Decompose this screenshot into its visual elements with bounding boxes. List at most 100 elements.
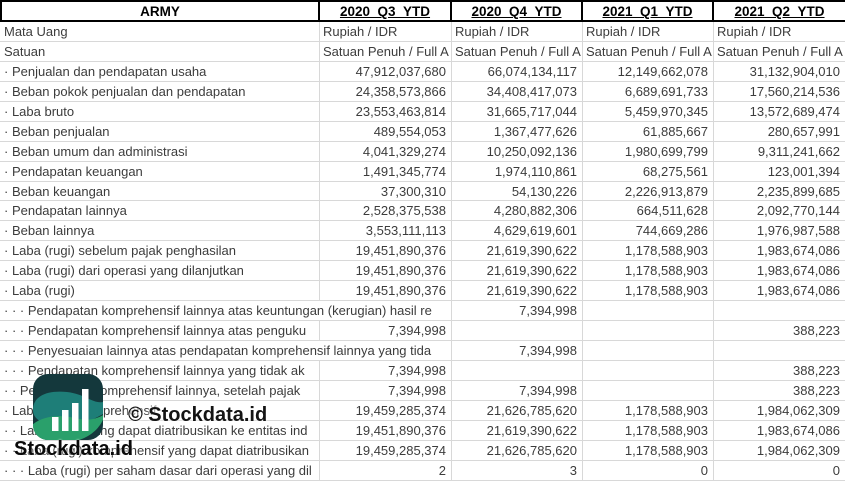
value-cell[interactable]: 19,451,890,376 [320, 261, 452, 281]
value-cell[interactable]: 0 [583, 460, 714, 480]
value-cell[interactable] [583, 341, 714, 360]
value-cell[interactable] [452, 360, 583, 380]
value-cell[interactable] [583, 321, 714, 340]
value-cell[interactable]: 664,511,628 [583, 201, 714, 221]
value-cell[interactable]: 2,226,913,879 [583, 181, 714, 201]
value-cell[interactable]: 3,553,111,113 [320, 221, 452, 241]
value-cell[interactable]: 61,885,667 [583, 121, 714, 141]
value-cell[interactable] [714, 301, 845, 320]
meta-value-cell[interactable]: Rupiah / IDR [583, 22, 714, 41]
row-label-cell[interactable]: · Pendapatan keuangan [0, 161, 320, 181]
value-cell[interactable]: 1,367,477,626 [452, 121, 583, 141]
value-cell[interactable]: 54,130,226 [452, 181, 583, 201]
value-cell[interactable]: 388,223 [793, 323, 840, 339]
value-cell[interactable]: 19,451,890,376 [320, 241, 452, 261]
value-cell[interactable]: 23,553,463,814 [320, 101, 452, 121]
value-cell[interactable]: 19,459,285,374 [320, 400, 452, 420]
value-cell[interactable]: 1,983,674,086 [756, 283, 840, 299]
meta-value-cell[interactable]: Rupiah / IDR [717, 24, 792, 39]
meta-value-cell[interactable]: Satuan Penuh / Full A [583, 41, 714, 61]
value-cell[interactable]: 21,626,785,620 [452, 400, 583, 420]
value-cell[interactable]: 1,178,588,903 [583, 281, 714, 301]
value-cell[interactable]: 1,178,588,903 [583, 241, 714, 261]
row-label-cell[interactable]: · Beban umum dan administrasi [0, 141, 320, 161]
value-cell[interactable]: 4,280,882,306 [452, 201, 583, 221]
meta-value-cell[interactable]: Rupiah / IDR [452, 22, 583, 41]
value-cell[interactable]: 7,394,998 [452, 341, 583, 360]
value-cell[interactable]: 1,983,674,086 [756, 243, 840, 259]
sheet-title[interactable]: ARMY [0, 2, 320, 20]
value-cell[interactable]: 3 [452, 460, 583, 480]
row-label-cell[interactable]: Satuan [0, 41, 320, 61]
value-cell[interactable]: 388,223 [793, 362, 840, 378]
row-label-cell[interactable]: · Beban penjualan [0, 121, 320, 141]
value-cell[interactable]: 489,554,053 [320, 121, 452, 141]
row-label-cell[interactable]: · Laba (rugi) [0, 281, 320, 301]
value-cell[interactable]: 21,619,390,622 [452, 420, 583, 440]
row-label-cell[interactable]: · · · Pendapatan komprehensif lainnya at… [0, 321, 320, 340]
row-label-cell[interactable]: · Laba (rugi) sebelum pajak penghasilan [0, 241, 320, 261]
value-cell[interactable] [583, 380, 714, 400]
value-cell[interactable]: 7,394,998 [320, 360, 452, 380]
row-label-cell[interactable]: · · · Pendapatan komprehensif lainnya at… [0, 301, 452, 321]
value-cell[interactable]: 744,669,286 [583, 221, 714, 241]
value-cell[interactable]: 21,626,785,620 [452, 440, 583, 460]
meta-value-cell[interactable]: Satuan Penuh / Full A [452, 41, 583, 61]
value-cell[interactable]: 34,408,417,073 [452, 81, 583, 101]
row-label-cell[interactable]: · Penjualan dan pendapatan usaha [0, 61, 320, 81]
value-cell[interactable]: 10,250,092,136 [452, 141, 583, 161]
value-cell[interactable]: 7,394,998 [452, 301, 583, 321]
value-cell[interactable]: 21,619,390,622 [452, 281, 583, 301]
value-cell[interactable]: 19,459,285,374 [320, 440, 452, 460]
value-cell[interactable]: 68,275,561 [583, 161, 714, 181]
meta-value-cell[interactable]: Satuan Penuh / Full A [717, 43, 843, 59]
value-cell[interactable]: 7,394,998 [320, 380, 452, 400]
value-cell[interactable]: 66,074,134,117 [452, 61, 583, 81]
row-label-cell[interactable]: · Pendapatan lainnya [0, 201, 320, 221]
value-cell[interactable]: 17,560,214,536 [749, 83, 840, 99]
value-cell[interactable]: 1,178,588,903 [583, 400, 714, 420]
value-cell[interactable] [583, 301, 714, 321]
value-cell[interactable]: 19,451,890,376 [320, 281, 452, 301]
value-cell[interactable]: 1,974,110,861 [452, 161, 583, 181]
value-cell[interactable] [714, 341, 845, 360]
value-cell[interactable]: 7,394,998 [452, 380, 583, 400]
column-header[interactable]: 2021_Q1_YTD [583, 2, 714, 20]
row-label-cell[interactable]: · · Laba (rugi) komprehensif yang dapat … [0, 440, 320, 460]
value-cell[interactable] [583, 360, 714, 380]
value-cell[interactable]: 31,132,904,010 [749, 63, 840, 79]
value-cell[interactable]: 2,235,899,685 [756, 183, 840, 199]
value-cell[interactable]: 13,572,689,474 [749, 103, 840, 119]
value-cell[interactable]: 123,001,394 [767, 163, 840, 179]
value-cell[interactable]: 1,980,699,799 [583, 141, 714, 161]
value-cell[interactable]: 2 [320, 460, 452, 480]
column-header[interactable]: 2020_Q4_YTD [452, 2, 583, 20]
value-cell[interactable]: 31,665,717,044 [452, 101, 583, 121]
value-cell[interactable]: 0 [832, 462, 840, 478]
row-label-cell[interactable]: · · · Laba (rugi) per saham dasar dari o… [0, 460, 320, 480]
value-cell[interactable]: 19,451,890,376 [320, 420, 452, 440]
value-cell[interactable]: 1,984,062,309 [756, 442, 840, 458]
value-cell[interactable]: 1,984,062,309 [756, 402, 840, 418]
value-cell[interactable]: 7,394,998 [320, 321, 452, 340]
row-label-cell[interactable]: · Beban keuangan [0, 181, 320, 201]
row-label-cell[interactable]: · · · Penyesuaian lainnya atas pendapata… [0, 341, 452, 360]
value-cell[interactable]: 47,912,037,680 [320, 61, 452, 81]
value-cell[interactable]: 2,528,375,538 [320, 201, 452, 221]
row-label-cell[interactable]: · Laba (rugi) dari operasi yang dilanjut… [0, 261, 320, 281]
value-cell[interactable]: 37,300,310 [320, 181, 452, 201]
value-cell[interactable]: 9,311,241,662 [757, 143, 840, 159]
value-cell[interactable]: 24,358,573,866 [320, 81, 452, 101]
meta-value-cell[interactable]: Satuan Penuh / Full A [320, 41, 452, 61]
value-cell[interactable]: 4,629,619,601 [452, 221, 583, 241]
value-cell[interactable]: 1,983,674,086 [756, 422, 840, 438]
row-label-cell[interactable]: Mata Uang [0, 22, 320, 41]
value-cell[interactable]: 1,178,588,903 [583, 261, 714, 281]
meta-value-cell[interactable]: Rupiah / IDR [320, 22, 452, 41]
value-cell[interactable]: 1,178,588,903 [583, 420, 714, 440]
value-cell[interactable] [452, 321, 583, 340]
value-cell[interactable]: 21,619,390,622 [452, 241, 583, 261]
value-cell[interactable]: 2,092,770,144 [756, 203, 840, 219]
column-header[interactable]: 2020_Q3_YTD [320, 2, 452, 20]
value-cell[interactable]: 280,657,991 [767, 123, 840, 139]
